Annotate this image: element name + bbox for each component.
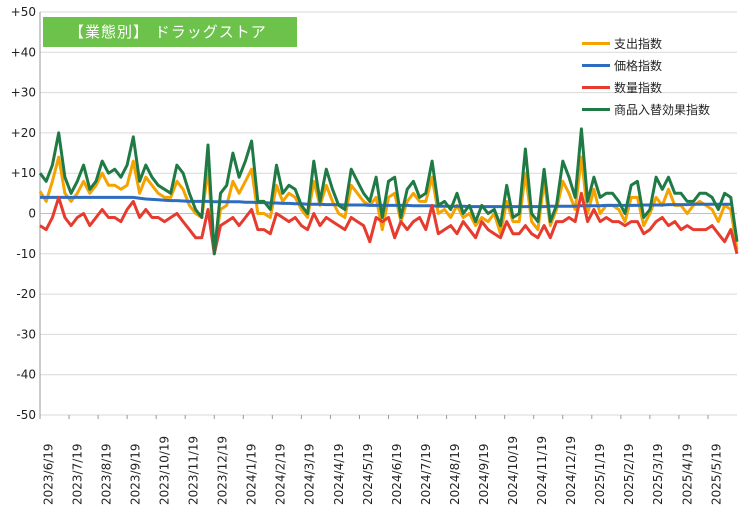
x-tick-label: 2023/10/19 — [158, 436, 172, 505]
y-tick-label: +20 — [11, 126, 36, 140]
x-tick-label: 2025/4/19 — [680, 443, 694, 505]
legend-swatch-price — [582, 63, 610, 67]
series-line-3 — [38, 127, 739, 256]
x-tick-label: 2023/8/19 — [99, 443, 113, 505]
legend-label-quantity: 数量指数 — [614, 80, 663, 95]
x-tick-label: 2023/12/19 — [216, 436, 230, 505]
y-tick-label: -10 — [16, 247, 36, 261]
x-tick-label: 2023/11/19 — [187, 436, 201, 505]
legend-swatch-spend — [582, 41, 610, 45]
x-tick-label: 2024/2/19 — [274, 443, 288, 505]
legend-label-mix: 商品入替効果指数 — [614, 102, 711, 117]
legend-swatch-mix — [582, 107, 610, 111]
x-tick-label: 2023/9/19 — [128, 443, 142, 505]
y-tick-label: -30 — [16, 327, 36, 341]
y-tick-label: -50 — [16, 408, 36, 422]
y-tick-labels: +50 +40 +30 +20 +10 0 -10 -20 -30 -40 -50 — [11, 5, 36, 422]
series-line-0 — [38, 155, 739, 252]
legend-item-mix: 商品入替効果指数 — [582, 98, 710, 120]
legend-item-price: 価格指数 — [582, 54, 710, 76]
x-tick-label: 2024/7/19 — [419, 443, 433, 505]
y-tick-label: +40 — [11, 45, 36, 59]
x-tick-label: 2023/6/19 — [41, 443, 55, 505]
series-lines — [38, 127, 739, 256]
chart-title: 【業態別】 ドラッグストア — [43, 17, 297, 47]
x-tick-label: 2024/12/19 — [564, 436, 578, 505]
x-tick-label: 2024/8/19 — [448, 443, 462, 505]
x-tick-label: 2025/3/19 — [651, 443, 665, 505]
y-tick-label: +50 — [11, 5, 36, 19]
x-tick-label: 2024/6/19 — [390, 443, 404, 505]
y-tick-label: -40 — [16, 368, 36, 382]
x-tick-label: 2025/5/19 — [709, 443, 723, 505]
series-line-2 — [39, 191, 739, 256]
y-tick-label: +10 — [11, 166, 36, 180]
legend-swatch-quantity — [582, 85, 610, 89]
x-tick-label: 2024/1/19 — [245, 443, 259, 505]
x-tick-label: 2024/3/19 — [303, 443, 317, 505]
y-tick-label: 0 — [28, 207, 36, 221]
x-tick-label: 2024/5/19 — [361, 443, 375, 505]
y-tick-label: -20 — [16, 287, 36, 301]
legend: 支出指数 価格指数 数量指数 商品入替効果指数 — [582, 32, 710, 120]
y-tick-label: +30 — [11, 86, 36, 100]
x-tick-labels: 2023/6/19 2023/7/19 2023/8/19 2023/9/19 2023… — [41, 436, 723, 505]
legend-label-spend: 支出指数 — [614, 36, 663, 51]
x-tick-label: 2024/4/19 — [332, 443, 346, 505]
x-tick-label: 2024/9/19 — [477, 443, 491, 505]
legend-label-price: 価格指数 — [614, 58, 663, 73]
x-tick-label: 2025/1/19 — [593, 443, 607, 505]
x-tick-label: 2024/10/19 — [506, 436, 520, 505]
x-tick-label: 2025/2/19 — [622, 443, 636, 505]
x-tick-label: 2024/11/19 — [535, 436, 549, 505]
legend-item-quantity: 数量指数 — [582, 76, 710, 98]
legend-item-spend: 支出指数 — [582, 32, 710, 54]
x-tick-label: 2023/7/19 — [70, 443, 84, 505]
